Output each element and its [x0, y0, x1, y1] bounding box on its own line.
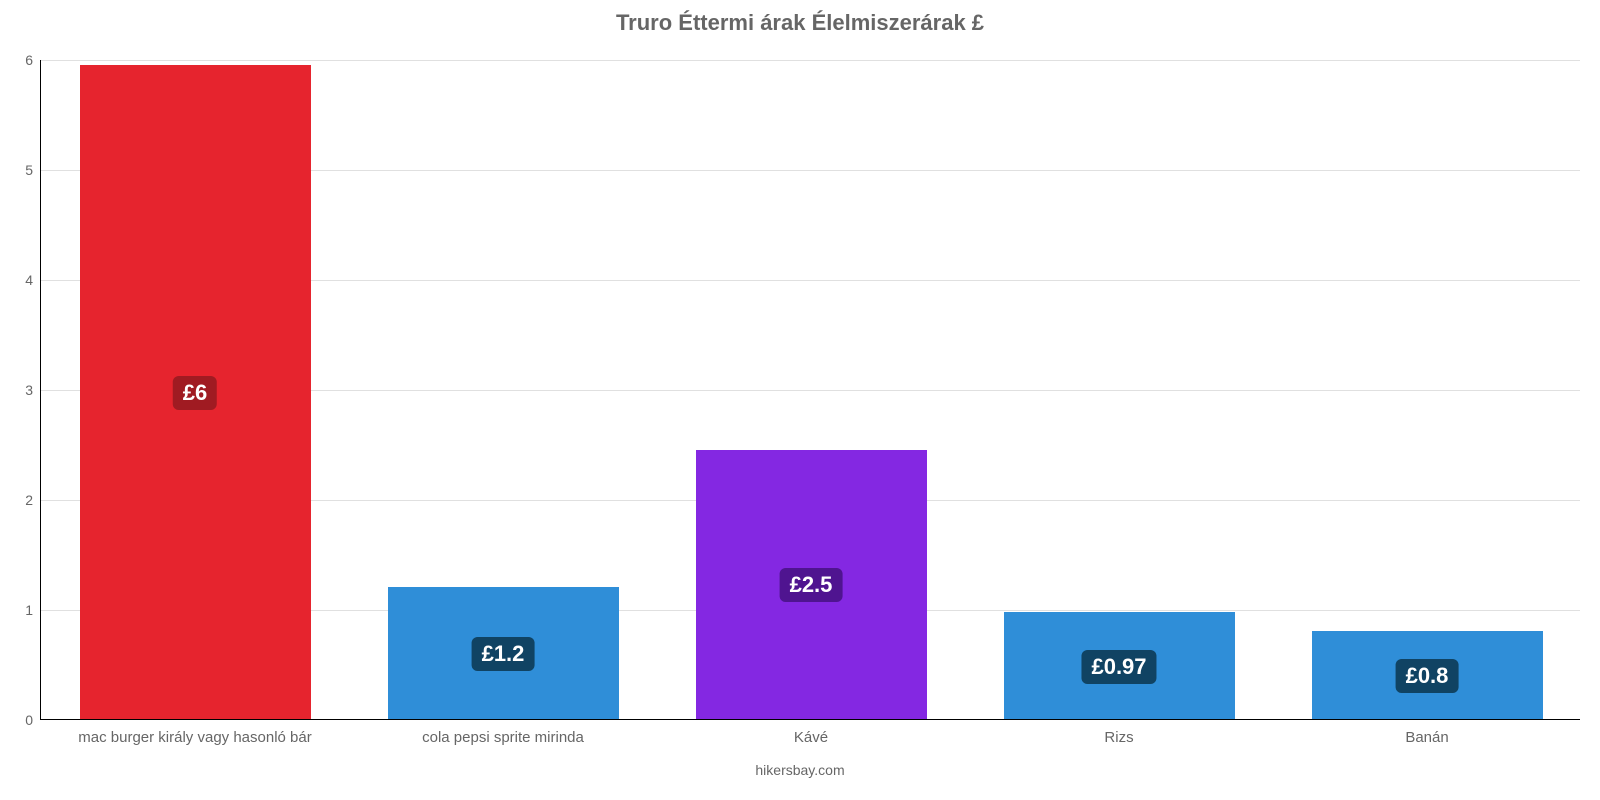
- y-tick-label: 6: [25, 52, 41, 68]
- grid-line: [41, 60, 1580, 61]
- bar-value-label: £1.2: [472, 637, 535, 671]
- plot-area: 0123456£6mac burger király vagy hasonló …: [40, 60, 1580, 720]
- y-tick-label: 4: [25, 272, 41, 288]
- x-tick-label: Rizs: [1104, 719, 1133, 746]
- y-tick-label: 5: [25, 162, 41, 178]
- x-tick-label: Kávé: [794, 719, 828, 746]
- chart-title: Truro Éttermi árak Élelmiszerárak £: [0, 10, 1600, 36]
- y-tick-label: 3: [25, 382, 41, 398]
- chart-footer: hikersbay.com: [0, 762, 1600, 778]
- x-tick-label: cola pepsi sprite mirinda: [422, 719, 584, 746]
- bar-value-label: £2.5: [780, 568, 843, 602]
- x-tick-label: Banán: [1405, 719, 1448, 746]
- y-tick-label: 0: [25, 712, 41, 728]
- bar-value-label: £0.8: [1396, 659, 1459, 693]
- bar-value-label: £0.97: [1081, 650, 1156, 684]
- y-tick-label: 2: [25, 492, 41, 508]
- y-tick-label: 1: [25, 602, 41, 618]
- x-tick-label: mac burger király vagy hasonló bár: [78, 719, 311, 746]
- price-chart: Truro Éttermi árak Élelmiszerárak £ 0123…: [0, 0, 1600, 800]
- bar-value-label: £6: [173, 376, 217, 410]
